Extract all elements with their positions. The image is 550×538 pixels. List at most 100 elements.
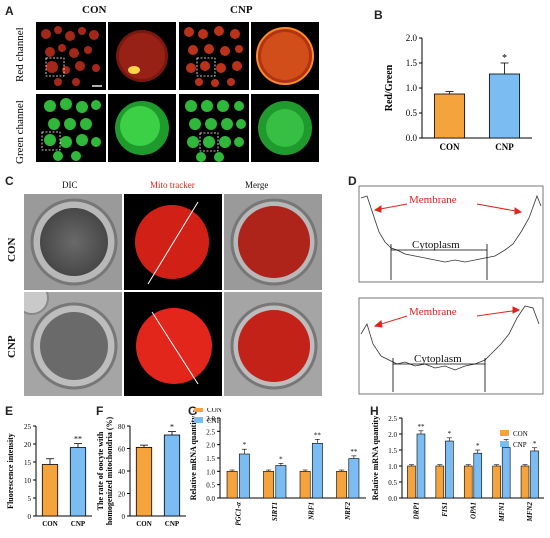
significance-mark: * xyxy=(476,442,480,450)
y-tick-label: 5 xyxy=(28,495,32,503)
panel-a-header-con: CON xyxy=(82,4,107,16)
y-tick-label: 1.5 xyxy=(406,58,418,68)
y-axis-label: Relative mRNA quantity xyxy=(371,416,380,500)
bar-cnp xyxy=(473,452,483,499)
significance-mark: ** xyxy=(350,448,358,456)
y-tick-label: 10 xyxy=(24,477,32,485)
x-tick-label: NRF1 xyxy=(308,502,316,521)
bar-cnp xyxy=(445,440,454,499)
y-axis-label: homogenized mitochondria (%) xyxy=(105,416,114,525)
y-tick-label: 0.0 xyxy=(206,495,215,503)
significance-mark: * xyxy=(448,430,452,438)
panel-label-e: E xyxy=(5,404,14,418)
y-tick-label: 2.0 xyxy=(406,33,418,43)
profile-cnp-line xyxy=(360,305,540,371)
x-tick-label: CON xyxy=(136,520,152,528)
bar-cnp xyxy=(348,458,360,499)
y-tick-label: 2.5 xyxy=(206,428,215,436)
legend-label: CNP xyxy=(513,441,527,449)
bar-cnp xyxy=(530,450,539,499)
chart-g: 0.0 0.5 1.0 1.5 2.0 2.5 3.0 Relative mRNA quant… xyxy=(189,408,366,526)
bar-con xyxy=(433,93,466,139)
green-con-zoom-image xyxy=(108,94,176,162)
x-tick-label: CNP xyxy=(71,520,86,528)
bar-cnp xyxy=(275,465,287,499)
x-tick-label: FIS1 xyxy=(441,502,449,517)
bar-con xyxy=(520,465,530,499)
panel-a-header-cnp: CNP xyxy=(230,4,253,16)
bar-con xyxy=(336,471,348,499)
bar-con xyxy=(299,471,311,499)
panel-a-row-green-label: Green channel xyxy=(14,100,26,164)
legend-label: CNP xyxy=(207,417,221,425)
panel-c-header-dic: DIC xyxy=(62,180,78,190)
significance-mark: * xyxy=(502,53,507,64)
cytoplasm-label-top: Cytoplasm xyxy=(412,239,460,251)
y-tick-label: 25 xyxy=(24,423,32,431)
panel-d-intensity-profiles xyxy=(358,185,544,395)
merge-con-image xyxy=(224,194,322,290)
panel-label-g: G xyxy=(188,404,198,418)
x-tick-label: MFN2 xyxy=(526,502,534,523)
y-tick-label: 2.0 xyxy=(206,442,215,450)
mito-con-image xyxy=(124,194,222,290)
x-tick-label: NRF2 xyxy=(344,502,352,521)
y-tick-label: 0.5 xyxy=(406,108,418,118)
chart-b: 0.0 0.5 1.0 1.5 2.0 Red/Green CON * CNP xyxy=(384,33,532,152)
y-tick-label: 0.0 xyxy=(388,495,397,503)
x-tick-label: DRP1 xyxy=(413,502,421,521)
y-tick-label: 0.0 xyxy=(406,133,418,143)
significance-mark: ** xyxy=(74,435,82,444)
panel-c-row-con-label: CON xyxy=(6,237,18,262)
y-tick-label: 0.5 xyxy=(206,482,215,490)
merge-cnp-image xyxy=(224,292,322,396)
profile-cnp-frame xyxy=(358,297,544,395)
chart-f: 0 20 40 60 80 The rate of oocyte with homogeni… xyxy=(96,416,186,528)
bar-con xyxy=(435,465,445,499)
panel-label-b: B xyxy=(374,8,383,22)
bar-cnp xyxy=(416,433,426,499)
x-tick-label: PGC1-α xyxy=(235,502,243,526)
y-tick-label: 0 xyxy=(28,513,32,521)
y-tick-label: 20 xyxy=(24,441,32,449)
y-axis-label: The rate of oocyte with xyxy=(96,431,105,510)
y-tick-label: 1.0 xyxy=(388,463,397,471)
bar-con xyxy=(41,464,59,517)
red-con-overview-image xyxy=(36,22,106,90)
panel-label-d: D xyxy=(348,174,357,188)
bar-cnp xyxy=(69,447,87,517)
y-tick-label: 1.5 xyxy=(206,455,215,463)
y-tick-label: 20 xyxy=(118,491,126,499)
panel-label-c: C xyxy=(5,174,14,188)
legend-swatch-con xyxy=(500,430,509,436)
membrane-label-top: Membrane xyxy=(409,194,457,206)
y-tick-label: 60 xyxy=(118,446,126,454)
y-axis-label: Fluorescence intensity xyxy=(6,433,15,509)
chart-h: 0.0 0.5 1.0 1.5 2.0 2.5 Relative mRNA quantity… xyxy=(371,415,544,523)
y-axis-label: Relative mRNA quantity xyxy=(189,416,198,500)
mito-cnp-image xyxy=(124,292,222,396)
x-tick-label: CON xyxy=(42,520,58,528)
y-tick-label: 1.5 xyxy=(388,447,397,455)
dic-cnp-image xyxy=(24,292,122,396)
cytoplasm-label-bottom: Cytoplasm xyxy=(414,353,462,365)
y-tick-label: 2.0 xyxy=(388,431,397,439)
bar-con xyxy=(407,465,416,499)
legend-swatch-con xyxy=(194,408,203,412)
y-axis-label: Red/Green xyxy=(384,64,395,111)
red-con-zoom-image xyxy=(108,22,176,90)
panel-label-a: A xyxy=(5,4,14,18)
bar-cnp xyxy=(311,443,323,499)
legend-label: CON xyxy=(513,430,528,438)
significance-mark: ** xyxy=(417,423,425,431)
significance-mark: * xyxy=(533,440,537,448)
y-tick-label: 15 xyxy=(24,459,32,467)
x-tick-label: MFN1 xyxy=(498,502,506,522)
significance-mark: * xyxy=(279,455,283,463)
y-tick-label: 80 xyxy=(118,423,126,431)
significance-mark: * xyxy=(243,441,247,449)
x-tick-label: OPA1 xyxy=(469,502,477,519)
profile-con-line xyxy=(360,194,542,263)
x-tick-label: CNP xyxy=(495,142,514,152)
bar-cnp xyxy=(238,453,250,499)
